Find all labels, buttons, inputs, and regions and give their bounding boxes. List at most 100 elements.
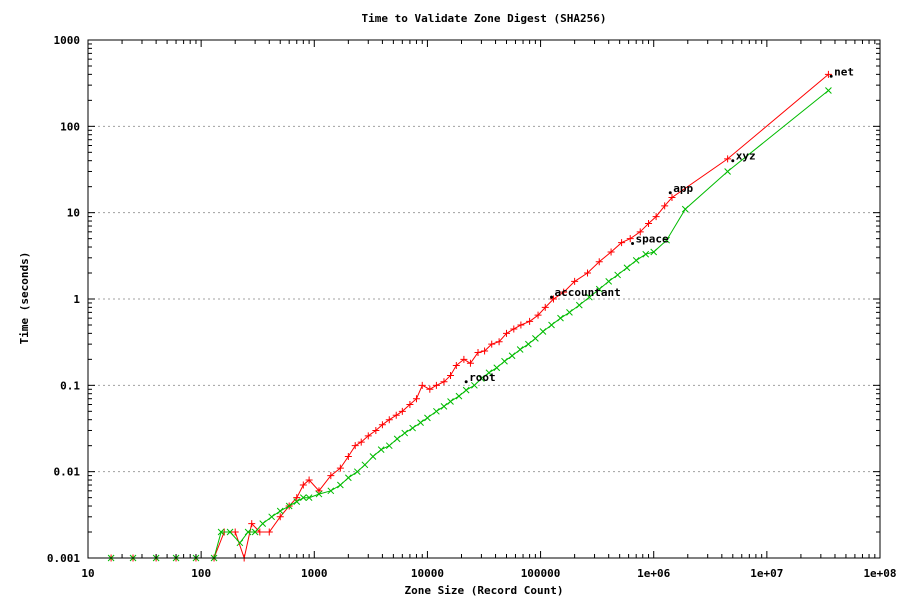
- series-2-point: [236, 539, 244, 547]
- series-1-point: [440, 378, 448, 386]
- series-1-point: [452, 361, 460, 369]
- series-1-point: [276, 513, 284, 521]
- annotation-label: root: [469, 371, 496, 384]
- y-tick-label: 100: [60, 120, 80, 133]
- series-2-point: [508, 352, 516, 360]
- y-tick-label: 0.001: [47, 552, 80, 565]
- series-2-point: [632, 257, 640, 264]
- series-1-point: [293, 494, 301, 502]
- series-2-point: [440, 403, 448, 410]
- series-2-point: [525, 340, 532, 348]
- series-2-point: [825, 87, 832, 94]
- series-1-point: [636, 228, 644, 236]
- series-1-point: [364, 432, 372, 440]
- series-1-point: [517, 321, 525, 329]
- series-2-point: [614, 271, 622, 279]
- annotation-dot: [829, 74, 833, 78]
- x-tick-label: 100000: [521, 567, 561, 580]
- series-2-point: [226, 528, 234, 536]
- series-2-point: [344, 474, 352, 482]
- series-1-point: [474, 349, 482, 357]
- series-1-point: [466, 359, 474, 367]
- series-1-point: [824, 70, 832, 78]
- series-1-point: [661, 202, 669, 210]
- series-2-point: [299, 494, 307, 502]
- y-tick-label: 10: [67, 207, 80, 220]
- series-2-point: [605, 278, 613, 285]
- series-2-point: [433, 407, 440, 415]
- series-2-point: [516, 346, 524, 353]
- series-1-point: [426, 385, 434, 393]
- annotation-label: net: [834, 65, 854, 78]
- series-2-point: [417, 419, 424, 426]
- annotation-dot: [668, 191, 672, 195]
- series-2-point: [409, 424, 416, 432]
- series-2-point: [424, 414, 431, 422]
- series-1-point: [351, 442, 359, 450]
- y-tick-label: 1000: [54, 34, 81, 47]
- series-2-point: [532, 335, 539, 342]
- series-1-point: [495, 338, 503, 346]
- series-2-point: [393, 435, 401, 443]
- series-1-point: [418, 381, 426, 389]
- series-1-point: [327, 472, 335, 480]
- annotation-label: accountant: [555, 286, 621, 299]
- series-1-point: [248, 520, 256, 528]
- series-2-point: [462, 386, 470, 394]
- series-1-point: [503, 329, 511, 337]
- series-2-point: [471, 381, 478, 389]
- tick-group: 0.001 0.01 0.1 1 10 100 1000 10 100 1000 10000 1000…: [47, 34, 897, 580]
- series-1-point: [412, 395, 420, 403]
- x-tick-label: 10: [81, 567, 94, 580]
- series-1-point: [305, 476, 313, 484]
- series-2-point: [259, 520, 267, 527]
- series-1-point: [460, 355, 468, 363]
- series-2-point: [361, 461, 369, 469]
- series-1-point: [432, 381, 440, 389]
- annotation-dot: [464, 380, 468, 384]
- series-1-point: [398, 407, 406, 415]
- series-1-point: [344, 452, 352, 460]
- series-2-point: [586, 293, 593, 301]
- series-1-point: [526, 317, 534, 325]
- series-2-point: [650, 248, 658, 256]
- series-2-point: [478, 375, 485, 382]
- series-2-point: [566, 309, 573, 316]
- series-1-point: [299, 481, 307, 489]
- series-2-point: [217, 528, 225, 536]
- series-1-point: [595, 258, 603, 266]
- series-2-point: [244, 528, 252, 536]
- series-1-point: [534, 311, 542, 319]
- grid: [88, 125, 880, 473]
- x-tick-label: 1e+07: [750, 567, 783, 580]
- x-tick-label: 1e+06: [637, 567, 670, 580]
- series-1-point: [447, 371, 455, 379]
- x-tick-label: 1e+08: [863, 567, 896, 580]
- x-tick-label: 100: [191, 567, 211, 580]
- series-2-point: [285, 502, 293, 510]
- annotation-dot: [631, 241, 635, 245]
- series-1-point: [618, 239, 626, 247]
- series-1-point: [385, 416, 393, 424]
- series-2-point: [268, 513, 276, 521]
- x-axis-label: Zone Size (Record Count): [405, 584, 564, 597]
- chart-title: Time to Validate Zone Digest (SHA256): [361, 12, 606, 25]
- series-2-point: [595, 285, 603, 293]
- x-tick-label: 1000: [301, 567, 328, 580]
- series-2-point: [315, 490, 323, 498]
- series-1-point: [372, 426, 380, 434]
- annotation-group: net xyz app space accountant root: [464, 65, 854, 384]
- series-1-point: [357, 438, 365, 446]
- series-2-point: [501, 357, 508, 365]
- series-1-point: [510, 325, 518, 333]
- y-tick-label: 0.01: [54, 466, 81, 479]
- series-1-point: [406, 400, 414, 408]
- series-1-point: [571, 277, 579, 285]
- series-2-point: [623, 264, 631, 272]
- series-2-point: [724, 168, 731, 175]
- series-2-point: [557, 314, 564, 322]
- series-2-point: [293, 498, 301, 505]
- series-2-point: [276, 507, 284, 515]
- series-1-point: [336, 464, 344, 472]
